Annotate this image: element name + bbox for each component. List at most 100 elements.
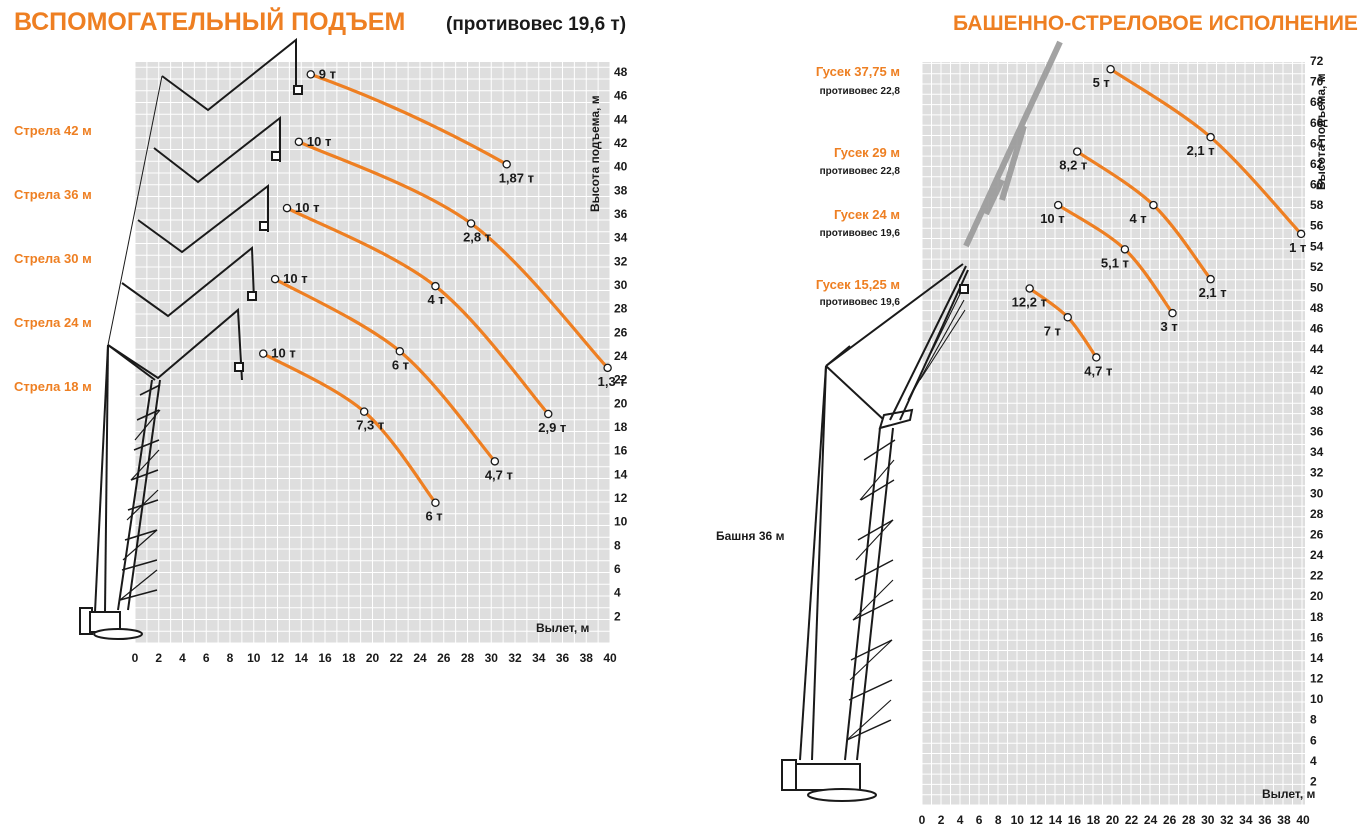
y-tick-label: 34 (1310, 445, 1324, 459)
load-label: 7 т (1044, 323, 1061, 338)
y-tick-label: 44 (614, 112, 628, 126)
x-tick-label: 4 (179, 651, 186, 665)
x-tick-label: 40 (603, 651, 617, 665)
y-tick-label: 32 (614, 254, 628, 268)
x-tick-label: 30 (485, 651, 499, 665)
load-label: 10 т (295, 200, 319, 215)
load-point (603, 363, 612, 373)
x-tick-label: 34 (1239, 813, 1253, 827)
y-tick-label: 14 (1310, 651, 1324, 665)
y-tick-label: 36 (614, 207, 628, 221)
jib-config-note: противовес 19,6 (820, 297, 901, 308)
load-point (431, 498, 440, 507)
load-point (395, 347, 405, 356)
y-tick-label: 56 (1310, 219, 1324, 233)
y-tick-label: 34 (614, 231, 628, 245)
y-tick-label: 58 (1310, 198, 1324, 212)
x-tick-label: 16 (318, 651, 332, 665)
tower-jib-chart: БАШЕННО-СТРЕЛОВОЕ ИСПОЛНЕНИЕ (716, 12, 1358, 827)
y-tick-label: 6 (1310, 733, 1317, 747)
y-tick-label: 64 (1310, 136, 1324, 150)
x-tick-label: 18 (342, 651, 356, 665)
jib-config-label: Гусек 15,25 м (816, 277, 900, 292)
x-tick-label: 12 (271, 651, 285, 665)
load-label: 2,8 т (463, 229, 491, 244)
boom-config-label: Стрела 18 м (14, 379, 92, 394)
load-point (1053, 200, 1063, 210)
load-label: 2,1 т (1187, 143, 1215, 158)
load-label: 10 т (271, 346, 295, 361)
x-tick-label: 10 (1011, 813, 1025, 827)
load-label: 1,87 т (499, 170, 534, 185)
y-tick-label: 12 (1310, 672, 1324, 686)
y-tick-label: 20 (1310, 589, 1324, 603)
x-tick-label: 24 (413, 651, 427, 665)
y-tick-label: 42 (1310, 363, 1324, 377)
y-tick-label: 4 (1310, 754, 1317, 768)
y-tick-label: 36 (1310, 425, 1324, 439)
aux-hoist-x-ticks: 0 2 4 6 8 10 12 14 16 18 20 22 24 26 28 30 32 34 36 38 40 (132, 651, 617, 665)
load-label: 4,7 т (485, 467, 513, 482)
tower-jib-y-axis-label: Высота подъема, м (1314, 73, 1328, 190)
x-tick-label: 18 (1087, 813, 1101, 827)
y-tick-label: 70 (1310, 75, 1324, 89)
x-tick-label: 20 (1106, 813, 1120, 827)
jib-config-label: Гусек 37,75 м (816, 64, 900, 79)
y-tick-label: 52 (1310, 260, 1324, 274)
y-tick-label: 4 (614, 586, 621, 600)
x-tick-label: 8 (995, 813, 1002, 827)
y-tick-label: 28 (1310, 507, 1324, 521)
y-tick-label: 6 (614, 562, 621, 576)
load-point (1206, 274, 1215, 284)
y-tick-label: 42 (614, 136, 628, 150)
x-tick-label: 36 (1258, 813, 1272, 827)
x-tick-label: 14 (295, 651, 309, 665)
x-tick-label: 40 (1296, 813, 1310, 827)
load-point (502, 160, 511, 169)
y-tick-label: 66 (1310, 116, 1324, 130)
jib-config-label: Гусек 29 м (834, 145, 900, 160)
boom-config-label: Стрела 30 м (14, 251, 92, 266)
load-point (431, 281, 440, 291)
load-label: 3 т (1161, 319, 1178, 334)
y-tick-label: 72 (1310, 54, 1324, 68)
load-label: 5 т (1093, 75, 1110, 90)
y-tick-label: 54 (1310, 239, 1324, 253)
x-tick-label: 12 (1030, 813, 1044, 827)
aux-hoist-y-ticks: 2468101214161820222426283032343638404244… (614, 65, 628, 623)
y-tick-label: 38 (614, 183, 628, 197)
load-label: 4 т (427, 292, 444, 307)
jib-variants-drawing (963, 40, 1063, 248)
load-point (1025, 284, 1034, 293)
load-curve (309, 72, 509, 166)
y-tick-label: 68 (1310, 95, 1324, 109)
y-tick-label: 8 (614, 538, 621, 552)
x-tick-label: 26 (1163, 813, 1177, 827)
tower-jib-load-curves: 5 т 2,1 т 1 т 8,2 т 4 т 2,1 т 10 т 5,1 т 3 т 12,2… (1012, 64, 1306, 378)
y-tick-label: 16 (614, 444, 628, 458)
jib-config-note: противовес 22,8 (820, 86, 901, 97)
load-label: 7,3 т (356, 418, 384, 433)
y-tick-label: 40 (1310, 383, 1324, 397)
boom-config-label: Стрела 42 м (14, 123, 92, 138)
boom-config-label: Стрела 36 м (14, 187, 92, 202)
load-point (270, 274, 280, 284)
x-tick-label: 24 (1144, 813, 1158, 827)
y-tick-label: 46 (1310, 322, 1324, 336)
y-tick-label: 18 (614, 420, 628, 434)
load-label: 9 т (319, 66, 336, 81)
aux-hoist-title: ВСПОМОГАТЕЛЬНЫЙ ПОДЪЕМ (14, 6, 405, 36)
y-tick-label: 12 (614, 491, 628, 505)
y-tick-label: 20 (614, 396, 628, 410)
y-tick-label: 24 (1310, 548, 1324, 562)
aux-hoist-chart: ВСПОМОГАТЕЛЬНЫЙ ПОДЪЕМ (противовес 19,6 … (14, 6, 628, 665)
y-tick-label: 14 (614, 467, 628, 481)
x-tick-label: 38 (1277, 813, 1291, 827)
y-tick-label: 50 (1310, 280, 1324, 294)
x-tick-label: 32 (508, 651, 522, 665)
load-label: 2,9 т (538, 420, 566, 435)
y-tick-label: 40 (614, 160, 628, 174)
x-tick-label: 28 (1182, 813, 1196, 827)
load-point (306, 70, 315, 79)
load-label: 8,2 т (1059, 158, 1087, 173)
